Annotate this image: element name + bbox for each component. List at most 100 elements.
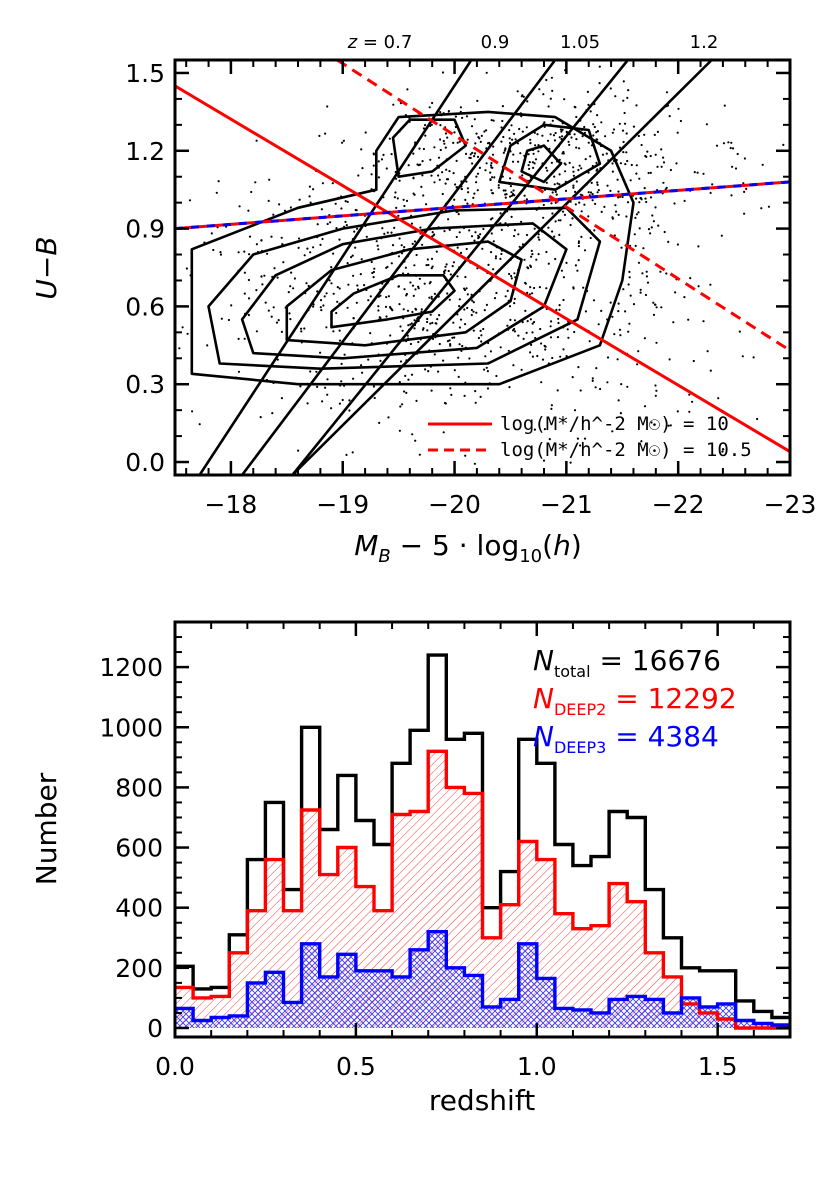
scatter-point (348, 399, 351, 402)
scatter-point (524, 309, 527, 312)
scatter-point (574, 203, 577, 206)
scatter-point (424, 368, 427, 371)
scatter-point (267, 199, 270, 202)
top-panel: z = 0.7 0.9 1.05 1.2 −18 −19 −20 −21 −22 −23 0.0 0… (30, 32, 816, 567)
scatter-point (523, 258, 526, 261)
scatter-point (517, 233, 520, 236)
scatter-point (473, 239, 476, 242)
scatter-point (550, 404, 554, 407)
scatter-point (479, 140, 482, 143)
scatter-point (729, 146, 732, 150)
scatter-point (276, 358, 279, 361)
scatter-point (484, 355, 487, 358)
scatter-point (492, 119, 495, 122)
scatter-point (589, 191, 593, 194)
scatter-point (570, 136, 573, 139)
scatter-point (617, 213, 620, 216)
scatter-point (623, 122, 627, 125)
scatter-point (464, 275, 467, 279)
scatter-point (603, 205, 606, 208)
scatter-point (423, 282, 426, 285)
scatter-point (421, 160, 424, 163)
scatter-point (385, 167, 388, 170)
scatter-point (178, 347, 181, 350)
scatter-point (248, 235, 252, 238)
scatter-point (655, 306, 658, 309)
scatter-point (472, 310, 475, 313)
scatter-point (472, 329, 475, 332)
scatter-point (530, 249, 533, 252)
scatter-point (398, 303, 401, 306)
scatter-point (458, 343, 461, 346)
scatter-point (656, 165, 659, 168)
scatter-point (561, 135, 564, 138)
scatter-point (438, 314, 441, 317)
scatter-point (372, 164, 375, 167)
scatter-point (409, 281, 412, 284)
scatter-point (632, 303, 636, 306)
scatter-point (493, 297, 497, 300)
scatter-point (443, 230, 446, 233)
scatter-point (430, 257, 434, 260)
scatter-point (597, 189, 600, 192)
scatter-point (185, 267, 188, 270)
scatter-point (431, 321, 434, 324)
scatter-point (476, 99, 479, 102)
scatter-point (611, 170, 615, 173)
scatter-point (485, 71, 488, 74)
scatter-point (489, 350, 492, 353)
scatter-point (711, 183, 714, 186)
scatter-point (743, 157, 747, 160)
scatter-point (642, 247, 645, 250)
scatter-point (350, 256, 353, 259)
scatter-point (444, 132, 448, 135)
scatter-point (377, 176, 380, 179)
scatter-point (455, 235, 458, 239)
scatter-point (625, 132, 628, 135)
scatter-point (442, 139, 445, 143)
scatter-point (270, 235, 273, 238)
scatter-point (477, 336, 480, 340)
scatter-point (558, 173, 561, 176)
bottom-x-axis-label: redshift (429, 1084, 535, 1117)
scatter-point (395, 206, 398, 209)
scatter-point (624, 310, 627, 313)
scatter-point (305, 282, 308, 285)
scatter-point (617, 190, 620, 193)
scatter-point (531, 331, 534, 334)
scatter-point (373, 267, 376, 270)
scatter-point (706, 350, 709, 353)
scatter-point (452, 321, 455, 324)
bottom-panel: 0.0 0.5 1.0 1.5 0 200 400 600 800 1000 1200 Ntotal… (30, 620, 792, 1117)
scatter-point (430, 123, 433, 126)
scatter-point (637, 134, 640, 138)
scatter-point (548, 438, 551, 441)
scatter-point (345, 453, 348, 456)
scatter-point (649, 171, 652, 174)
scatter-point (638, 227, 641, 230)
scatter-point (606, 356, 610, 359)
scatter-point (598, 82, 601, 85)
scatter-point (492, 268, 495, 271)
scatter-point (385, 296, 388, 299)
scatter-point (243, 337, 246, 340)
scatter-point (470, 308, 473, 312)
scatter-point (426, 258, 429, 261)
scatter-point (377, 248, 380, 251)
scatter-point (455, 186, 458, 189)
scatter-point (575, 146, 578, 149)
y-tick-label: 1.5 (125, 59, 165, 88)
scatter-point (437, 156, 441, 159)
scatter-point (424, 134, 427, 137)
scatter-point (620, 246, 623, 249)
scatter-point (600, 121, 603, 124)
scatter-point (568, 161, 571, 164)
scatter-point (361, 371, 364, 374)
scatter-point (566, 328, 569, 331)
scatter-point (319, 306, 322, 309)
scatter-point (547, 262, 550, 265)
scatter-point (422, 147, 425, 151)
scatter-point (531, 253, 534, 256)
scatter-point (530, 255, 533, 258)
